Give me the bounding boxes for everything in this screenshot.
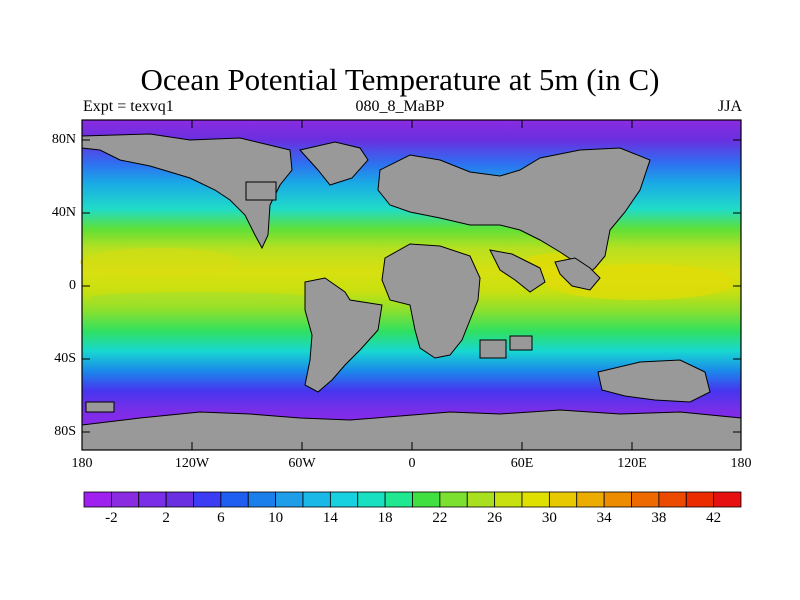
colorbar-swatch [110, 491, 140, 508]
colorbar-swatch [165, 491, 194, 508]
colorbar-label: 6 [217, 510, 225, 526]
period-label: 080_8_MaBP [355, 98, 445, 115]
colorbar-swatch [412, 491, 441, 508]
colorbar-swatch [357, 491, 386, 508]
colorbar-label: 26 [487, 510, 503, 526]
colorbar-label: 38 [651, 510, 667, 526]
lat-label-80s: 80S [54, 424, 76, 439]
colorbar-label: 30 [541, 510, 557, 526]
lat-label-80n: 80N [51, 132, 76, 147]
east-pacific-warm-band [80, 248, 240, 276]
colorbar-swatch [302, 491, 331, 508]
colorbar-swatch [83, 491, 112, 508]
colorbar-swatch [329, 491, 359, 508]
colorbar-swatch [384, 491, 413, 508]
lon-label-60w: 60W [288, 456, 316, 471]
season-label: JJA [717, 98, 742, 115]
colorbar-swatch [466, 491, 496, 508]
colorbar-label: 22 [432, 510, 448, 526]
colorbar-swatch [247, 491, 277, 508]
lon-label-180w: 180 [71, 456, 93, 471]
colorbar-swatch [439, 491, 468, 508]
colorbar-swatch [603, 491, 632, 508]
lon-label-60e: 60E [510, 456, 534, 471]
colorbar-swatch [138, 491, 167, 508]
colorbar-swatch [275, 491, 304, 508]
colorbar-swatch [713, 491, 742, 508]
colorbar [83, 491, 742, 508]
lat-label-0: 0 [69, 278, 76, 293]
lon-ticks [81, 120, 742, 450]
colorbar-swatch [193, 491, 222, 508]
colorbar-swatch [576, 491, 605, 508]
colorbar-swatch [220, 491, 249, 508]
cold-tongue [90, 292, 310, 304]
colorbar-label: -2 [105, 510, 118, 526]
colorbar-label: 34 [596, 510, 612, 526]
experiment-label: Expt = texvq1 [83, 98, 174, 115]
colorbar-swatch [521, 491, 550, 508]
colorbar-swatch [685, 491, 715, 508]
lat-label-40s: 40S [54, 351, 76, 366]
lon-label-120w: 120W [174, 456, 210, 471]
colorbar-label: 2 [162, 510, 170, 526]
colorbar-label: 14 [322, 510, 338, 526]
lon-label-0: 0 [408, 456, 416, 471]
colorbar-swatch [631, 491, 660, 508]
map-title: Ocean Potential Temperature at 5m (in C) [140, 62, 660, 97]
colorbar-swatch [658, 491, 687, 508]
land-masses [81, 133, 742, 451]
colorbar-label: 42 [706, 510, 722, 526]
colorbar-label: 18 [377, 510, 393, 526]
lon-label-120e: 120E [617, 456, 647, 471]
colorbar-label: 10 [268, 510, 284, 526]
lat-label-40n: 40N [51, 205, 76, 220]
lat-ticks [82, 139, 741, 433]
lon-label-180e: 180 [730, 456, 752, 471]
colorbar-swatch [494, 491, 523, 508]
colorbar-swatch [548, 491, 578, 508]
